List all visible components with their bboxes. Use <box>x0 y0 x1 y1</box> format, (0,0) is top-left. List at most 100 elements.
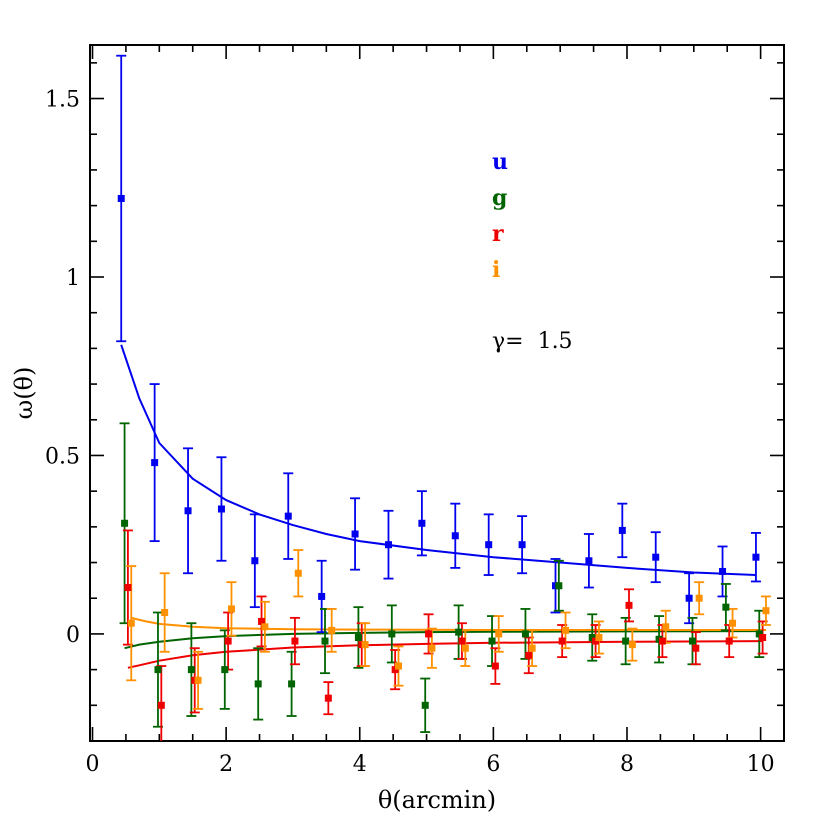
data-point-g <box>121 519 129 527</box>
data-point-g <box>388 630 396 638</box>
data-point-r <box>658 637 666 645</box>
data-point-r <box>625 601 633 609</box>
data-point-r <box>291 637 299 645</box>
data-point-r <box>525 651 533 659</box>
data-point-g <box>755 630 763 638</box>
plot-frame <box>89 44 785 742</box>
y-tick-label: 1.5 <box>45 88 80 113</box>
data-point-u <box>618 526 626 534</box>
data-point-u <box>284 512 292 520</box>
data-point-u <box>117 194 125 202</box>
data-point-i <box>328 626 336 634</box>
data-point-r <box>157 701 165 709</box>
data-point-i <box>227 605 235 613</box>
data-point-u <box>151 459 159 467</box>
data-point-g <box>221 666 229 674</box>
data-point-g <box>421 701 429 709</box>
data-point-i <box>127 619 135 627</box>
data-point-g <box>288 680 296 688</box>
data-point-r <box>558 637 566 645</box>
data-point-u <box>418 519 426 527</box>
data-point-i <box>261 623 269 631</box>
data-point-g <box>187 666 195 674</box>
data-point-u <box>485 541 493 549</box>
x-tick-label: 0 <box>86 752 100 777</box>
data-point-u <box>184 507 192 515</box>
data-point-i <box>161 609 169 617</box>
data-point-r <box>124 584 132 592</box>
x-tick-label: 8 <box>620 752 634 777</box>
data-point-i <box>628 641 636 649</box>
data-point-r <box>258 617 266 625</box>
data-point-g <box>688 637 696 645</box>
x-tick-label: 10 <box>747 752 775 777</box>
data-point-u <box>685 594 693 602</box>
data-point-u <box>652 553 660 561</box>
data-point-i <box>562 626 570 634</box>
data-point-r <box>224 637 232 645</box>
data-point-g <box>521 630 529 638</box>
data-point-r <box>324 694 332 702</box>
data-point-g <box>488 637 496 645</box>
fit-curve-u <box>120 344 756 576</box>
data-point-u <box>251 557 259 565</box>
fit-curve-g <box>124 630 760 650</box>
data-point-u <box>752 553 760 561</box>
fit-curve-i <box>131 616 766 631</box>
x-axis-title: θ(arcmin) <box>378 786 496 814</box>
data-point-g <box>154 666 162 674</box>
legend-label-g: g <box>492 185 507 211</box>
axis-tick-labels: 0 2 4 6 8 10 0 0.5 1 1.5 <box>45 88 775 777</box>
data-point-i <box>361 641 369 649</box>
data-point-i <box>528 644 536 652</box>
data-point-i <box>695 594 703 602</box>
axis-ticks <box>90 45 784 741</box>
x-tick-label: 6 <box>486 752 500 777</box>
data-point-r <box>592 637 600 645</box>
data-point-i <box>762 607 770 615</box>
data-point-u <box>585 557 593 565</box>
data-point-r <box>458 637 466 645</box>
data-point-u <box>518 541 526 549</box>
data-point-g <box>722 603 730 611</box>
y-axis-title: ω(θ) <box>10 367 38 420</box>
data-point-u <box>451 532 459 540</box>
fit-curve-r <box>127 640 763 669</box>
data-point-r <box>725 637 733 645</box>
data-point-u <box>318 592 326 600</box>
data-point-g <box>455 628 463 636</box>
legend-label-i: i <box>492 257 500 283</box>
data-point-u <box>719 567 727 575</box>
data-point-r <box>491 662 499 670</box>
legend-label-r: r <box>492 221 504 247</box>
data-points <box>117 194 770 709</box>
data-point-u <box>351 530 359 538</box>
data-point-i <box>495 630 503 638</box>
data-point-g <box>321 637 329 645</box>
data-point-r <box>759 633 767 641</box>
y-tick-label: 1 <box>66 266 80 291</box>
x-tick-label: 2 <box>219 752 233 777</box>
data-point-i <box>194 676 202 684</box>
gamma-annotation: γ= 1.5 <box>492 329 573 354</box>
data-point-g <box>555 582 563 590</box>
data-point-r <box>425 630 433 638</box>
fit-curves <box>120 344 766 669</box>
x-tick-label: 4 <box>353 752 367 777</box>
data-point-i <box>394 662 402 670</box>
data-point-i <box>662 623 670 631</box>
data-point-i <box>428 644 436 652</box>
data-point-i <box>294 569 302 577</box>
data-point-r <box>391 666 399 674</box>
data-point-g <box>588 633 596 641</box>
data-point-u <box>217 505 225 513</box>
data-point-i <box>595 633 603 641</box>
y-tick-label: 0.5 <box>45 444 80 469</box>
data-point-r <box>692 644 700 652</box>
data-point-g <box>354 633 362 641</box>
legend-label-u: u <box>492 149 508 175</box>
y-tick-label: 0 <box>66 623 80 648</box>
data-point-g <box>622 637 630 645</box>
data-point-u <box>384 541 392 549</box>
